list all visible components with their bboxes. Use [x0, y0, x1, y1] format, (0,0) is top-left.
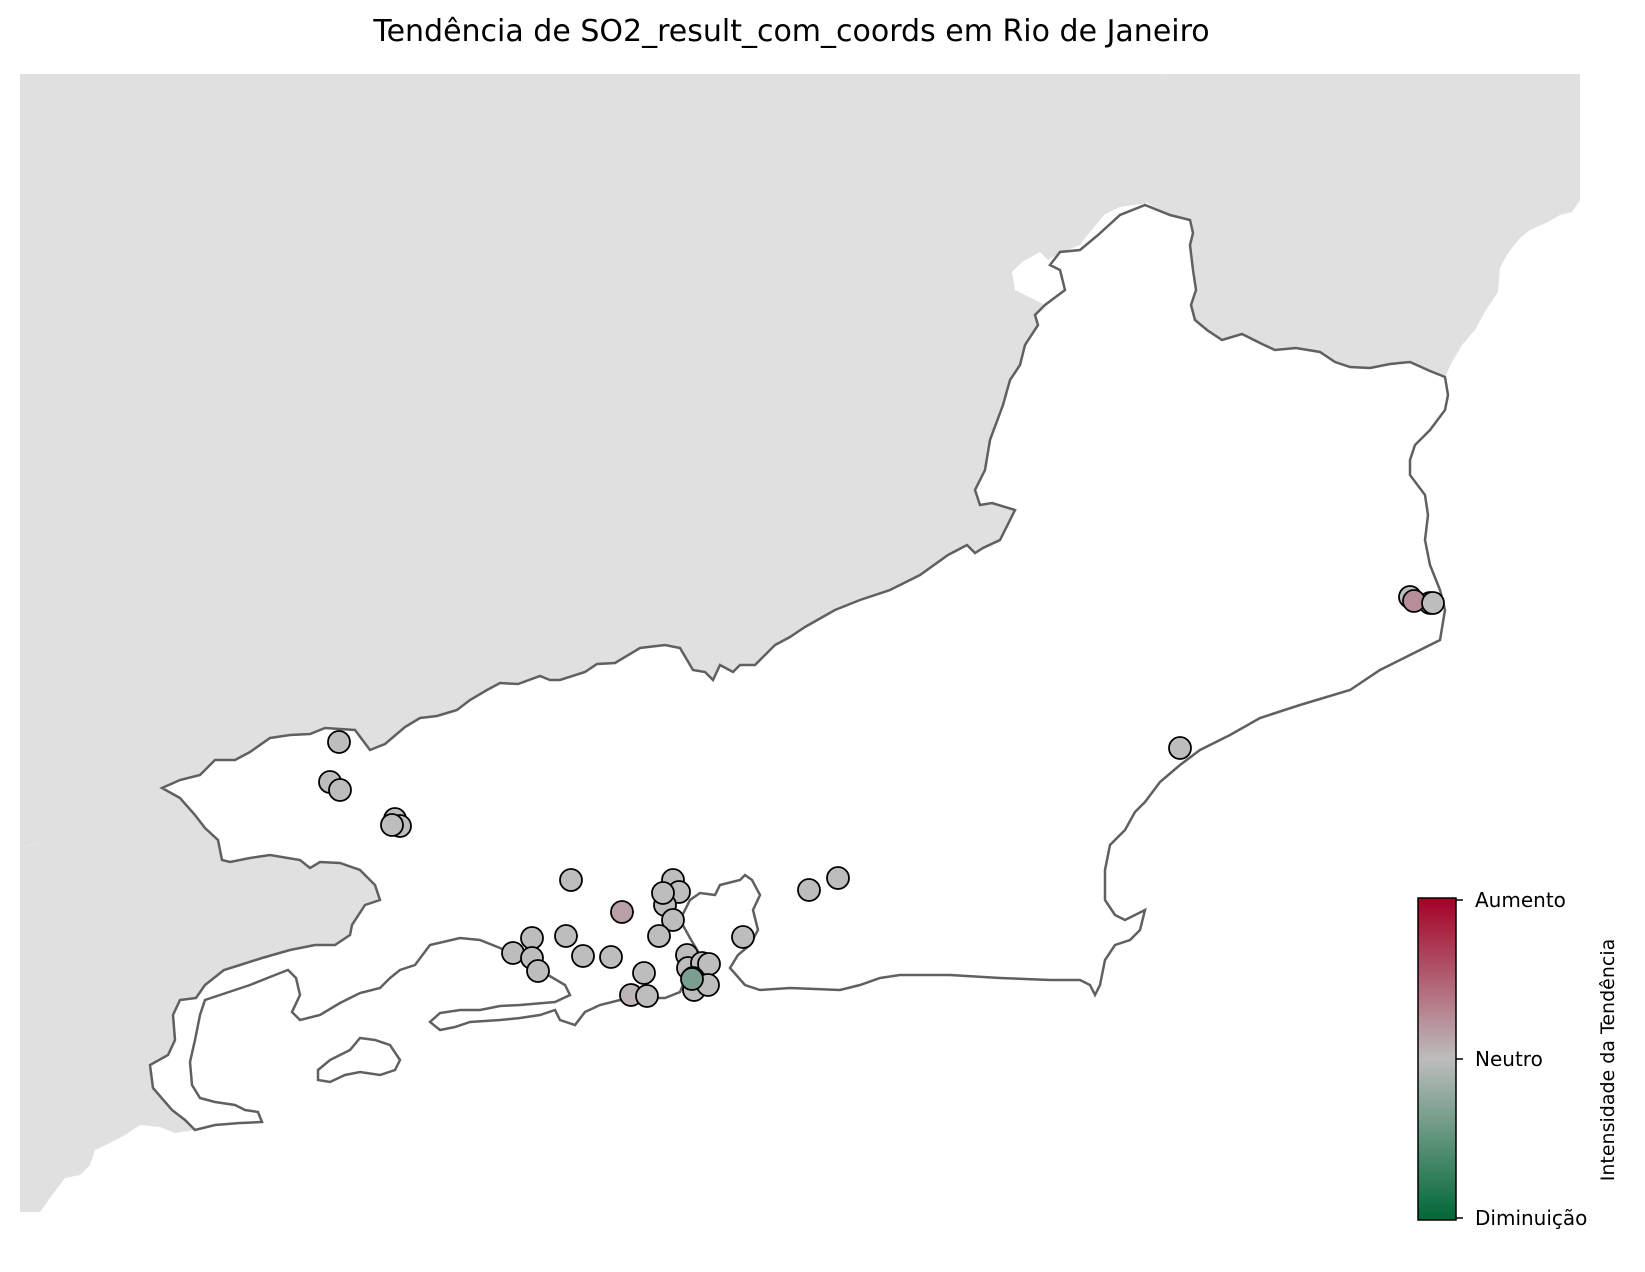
- ilha-grande: [316, 1036, 402, 1084]
- station-marker[interactable]: [599, 945, 623, 969]
- station-marker[interactable]: [661, 908, 685, 932]
- station-marker[interactable]: [731, 925, 755, 949]
- colorbar: Aumento Neutro Diminuição Intensidade da…: [1417, 888, 1619, 1230]
- tick-label-aumento: Aumento: [1475, 888, 1566, 912]
- colorbar-gradient: [1417, 897, 1457, 1221]
- map-title: Tendência de SO2_result_com_coords em Ri…: [373, 14, 1210, 49]
- station-marker[interactable]: [380, 813, 404, 837]
- station-marker[interactable]: [559, 868, 583, 892]
- colorbar-label: Intensidade da Tendência: [1597, 939, 1619, 1182]
- tick-label-diminuicao: Diminuição: [1475, 1206, 1587, 1230]
- station-marker[interactable]: [826, 866, 850, 890]
- station-marker[interactable]: [635, 984, 659, 1008]
- station-marker[interactable]: [647, 924, 671, 948]
- islands: [316, 1036, 402, 1084]
- sao-paulo-region: [20, 788, 380, 1212]
- station-marker[interactable]: [797, 878, 821, 902]
- station-marker[interactable]: [520, 926, 544, 950]
- rio-de-janeiro-state: [148, 203, 1450, 1132]
- neighbor-land: [20, 74, 1580, 1212]
- station-marker[interactable]: [680, 967, 704, 991]
- station-marker[interactable]: [327, 730, 351, 754]
- espirito-santo-region: [1142, 74, 1580, 377]
- station-marker[interactable]: [328, 778, 352, 802]
- station-marker[interactable]: [1421, 591, 1445, 615]
- station-marker[interactable]: [526, 959, 550, 983]
- station-marker[interactable]: [651, 881, 675, 905]
- station-marker[interactable]: [632, 961, 656, 985]
- tick-label-neutro: Neutro: [1475, 1047, 1543, 1071]
- station-marker[interactable]: [1168, 736, 1192, 760]
- minas-gerais-region: [20, 74, 1163, 848]
- station-marker[interactable]: [554, 924, 578, 948]
- station-marker[interactable]: [571, 944, 595, 968]
- stations-layer[interactable]: [318, 585, 1445, 1008]
- station-marker[interactable]: [610, 900, 634, 924]
